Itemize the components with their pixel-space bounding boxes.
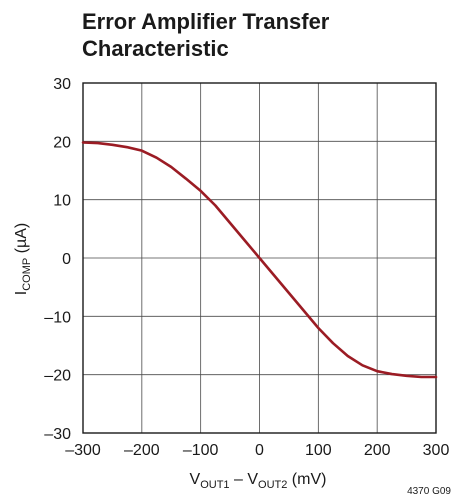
y-axis-label-main: I bbox=[13, 291, 30, 295]
x-tick-label: –200 bbox=[124, 442, 160, 459]
y-tick-label: –30 bbox=[44, 426, 71, 443]
series-layer bbox=[81, 141, 438, 379]
x-axis-label: VOUT1 – VOUT2 (mV) bbox=[190, 471, 327, 491]
x-tick-label: –300 bbox=[65, 442, 101, 459]
y-tick-label: 20 bbox=[53, 134, 71, 151]
x-tick-label: 0 bbox=[255, 442, 264, 459]
y-tick-label: 30 bbox=[53, 76, 71, 93]
chart-title-line-2: Characteristic bbox=[82, 36, 229, 61]
y-tick-labels: 30 20 10 0 –10 –20 –30 bbox=[44, 76, 71, 443]
y-axis-label-rest: (µA) bbox=[13, 223, 30, 258]
x-tick-label: 200 bbox=[364, 442, 391, 459]
plot-frame bbox=[82, 82, 437, 434]
series-line-0 bbox=[81, 141, 438, 379]
x-axis-label-s2: OUT2 bbox=[258, 479, 287, 491]
y-tick-label: 0 bbox=[62, 251, 71, 268]
x-axis-label-s1: OUT1 bbox=[200, 479, 229, 491]
x-axis-label-p1: V bbox=[190, 471, 201, 488]
x-axis-label-p2: – V bbox=[230, 471, 259, 488]
y-axis-label-sub: COMP bbox=[21, 258, 33, 291]
x-axis-label-p3: (mV) bbox=[287, 471, 326, 488]
chart-title-line-1: Error Amplifier Transfer bbox=[82, 9, 330, 34]
y-tick-label: –10 bbox=[44, 309, 71, 326]
x-tick-labels: –300 –200 –100 0 100 200 300 bbox=[65, 442, 449, 459]
y-axis-label: ICOMP (µA) bbox=[13, 223, 33, 295]
x-tick-label: 300 bbox=[423, 442, 450, 459]
figure-code: 4370 G09 bbox=[407, 486, 451, 497]
x-tick-label: 100 bbox=[305, 442, 332, 459]
y-tick-label: –20 bbox=[44, 368, 71, 385]
x-tick-label: –100 bbox=[183, 442, 219, 459]
y-tick-label: 10 bbox=[53, 193, 71, 210]
